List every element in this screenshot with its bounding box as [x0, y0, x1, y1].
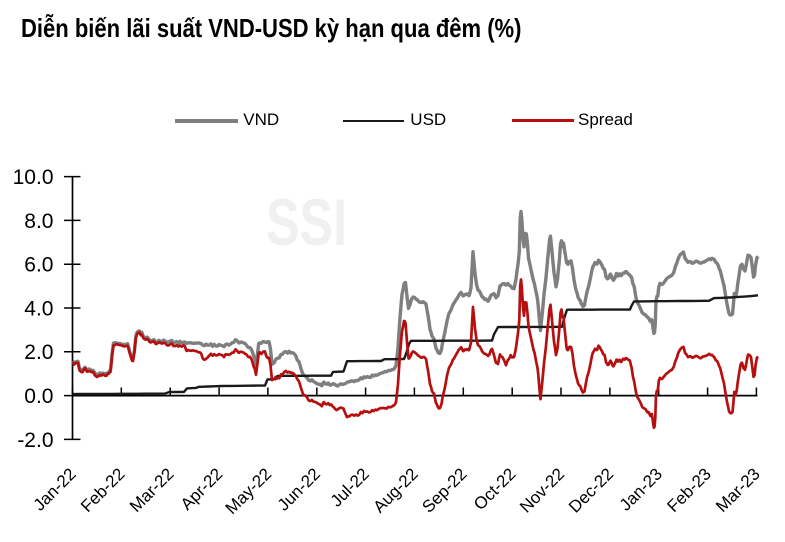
svg-text:Nov-22: Nov-22	[516, 464, 568, 516]
svg-text:-2.0: -2.0	[17, 429, 53, 452]
svg-text:0.0: 0.0	[24, 385, 53, 408]
svg-text:6.0: 6.0	[24, 254, 53, 277]
svg-text:May-22: May-22	[222, 464, 276, 518]
svg-text:Jan-23: Jan-23	[616, 464, 666, 514]
svg-text:Feb-23: Feb-23	[663, 464, 715, 516]
svg-text:Mar-22: Mar-22	[126, 464, 178, 516]
svg-text:8.0: 8.0	[24, 210, 53, 233]
svg-text:Jan-22: Jan-22	[30, 464, 80, 514]
svg-text:Aug-22: Aug-22	[370, 464, 422, 516]
svg-text:Oct-22: Oct-22	[470, 464, 520, 514]
svg-text:2.0: 2.0	[24, 341, 53, 364]
svg-text:Jul-22: Jul-22	[327, 464, 373, 510]
svg-text:Jun-22: Jun-22	[274, 464, 324, 514]
svg-text:Sep-22: Sep-22	[418, 464, 470, 516]
svg-text:Apr-22: Apr-22	[177, 464, 227, 514]
svg-text:10.0: 10.0	[13, 166, 54, 189]
svg-text:Mar-23: Mar-23	[712, 464, 764, 516]
svg-text:Feb-22: Feb-22	[77, 464, 129, 516]
svg-text:Dec-22: Dec-22	[565, 464, 617, 516]
svg-text:4.0: 4.0	[24, 297, 53, 320]
